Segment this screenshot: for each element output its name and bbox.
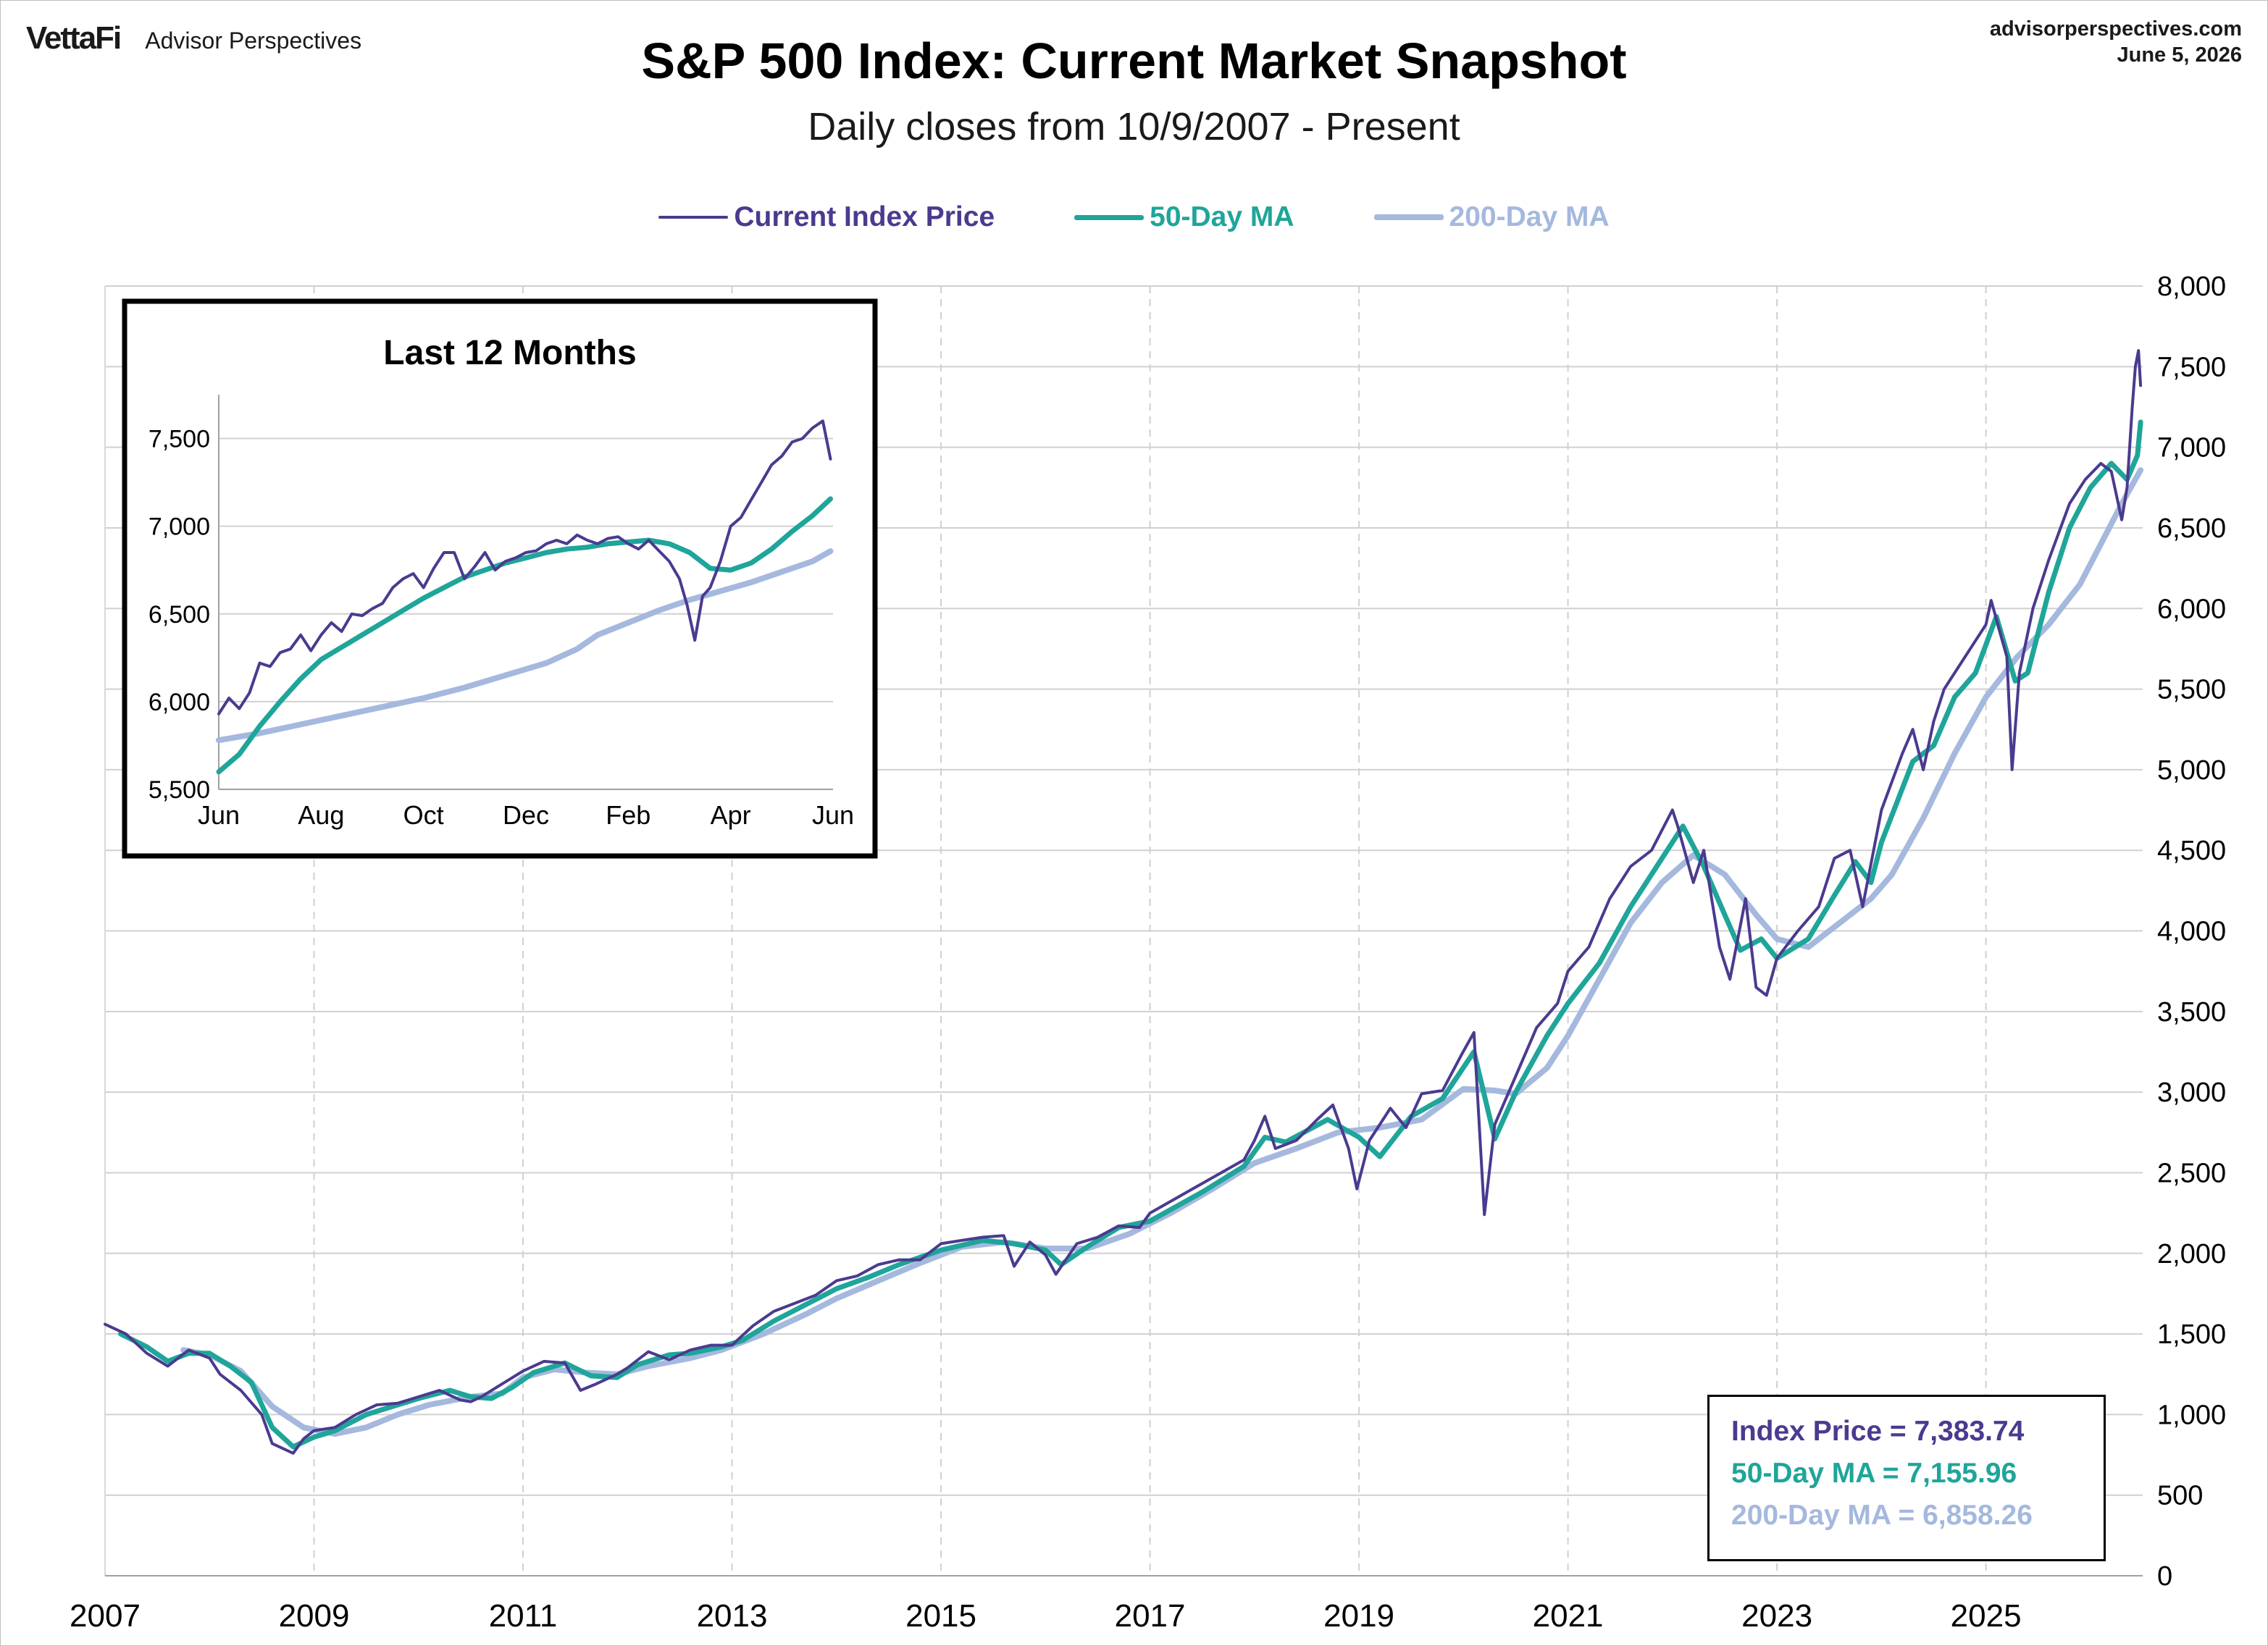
main-y-tick-label: 0	[2157, 1561, 2172, 1592]
site-info: advisorperspectives.com June 5, 2026	[1990, 16, 2242, 68]
legend-swatch-ma200	[1373, 214, 1444, 220]
legend-item-ma200: 200-Day MA	[1373, 201, 1610, 233]
inset-x-tick-label: Apr	[711, 800, 751, 830]
legend-label-ma200: 200-Day MA	[1449, 201, 1610, 232]
inset-series-price	[217, 419, 832, 715]
main-x-tick-label: 2021	[1533, 1598, 1604, 1634]
main-x-tick-label: 2013	[697, 1598, 768, 1634]
inset-x-tick-label: Dec	[503, 800, 549, 830]
legend-item-price: Current Index Price	[658, 201, 995, 233]
main-x-tick-label: 2015	[905, 1598, 976, 1634]
main-y-tick-label: 500	[2157, 1481, 2203, 1511]
current-values-box: Index Price = 7,383.74 50-Day MA = 7,155…	[1707, 1395, 2106, 1561]
brand-header: VettaFi Advisor Perspectives	[26, 20, 361, 64]
inset-series-ma200	[216, 548, 834, 744]
inset-y-tick-label: 7,500	[148, 426, 210, 453]
main-x-tick-label: 2025	[1951, 1598, 2022, 1634]
inset-y-tick-label: 6,500	[148, 601, 210, 629]
legend-swatch-price	[658, 216, 729, 219]
inset-x-tick-label: Oct	[403, 800, 444, 830]
inset-y-tick-label: 6,000	[148, 689, 210, 716]
site-date: June 5, 2026	[2117, 43, 2243, 67]
legend-item-ma50: 50-Day MA	[1074, 201, 1294, 233]
vettafi-logo: VettaFi	[26, 20, 122, 56]
inset-frame	[122, 298, 878, 859]
main-x-tick-label: 2023	[1741, 1598, 1812, 1634]
inset-x-tick-label: Feb	[606, 800, 650, 830]
value-200-day-ma: 200-Day MA = 6,858.26	[1731, 1500, 2033, 1531]
brand-name: Advisor Perspectives	[145, 28, 362, 54]
main-x-tick-label: 2009	[279, 1598, 350, 1634]
chart-subtitle: Daily closes from 10/9/2007 - Present	[808, 105, 1460, 148]
main-y-tick-label: 1,500	[2157, 1319, 2226, 1350]
site-url: advisorperspectives.com	[1989, 17, 2242, 41]
main-y-tick-label: 6,000	[2157, 594, 2226, 624]
chart-title: S&P 500 Index: Current Market Snapshot	[641, 33, 1627, 89]
inset-title: Last 12 Months	[383, 334, 636, 372]
main-axis-labels: 0 500 1,000 1,500 2,000 2,500 3,000 3,500 4,000 4…	[70, 272, 2226, 1634]
legend-swatch-ma50	[1074, 214, 1145, 220]
legend-label-ma50: 50-Day MA	[1150, 201, 1294, 232]
main-y-tick-label: 5,000	[2157, 755, 2226, 786]
inset-x-tick-label: Jun	[812, 800, 854, 830]
main-x-tick-label: 2019	[1323, 1598, 1394, 1634]
main-series-ma50	[118, 419, 2143, 1450]
main-y-tick-label: 8,000	[2157, 272, 2226, 302]
main-y-tick-label: 1,000	[2157, 1400, 2226, 1430]
inset-y-tick-label: 7,000	[148, 513, 210, 541]
main-y-tick-label: 4,000	[2157, 917, 2226, 947]
inset-x-tick-label: Jun	[198, 800, 240, 830]
inset-x-tick-label: Aug	[298, 800, 344, 830]
main-y-tick-label: 7,000	[2157, 433, 2226, 463]
main-y-tick-label: 7,500	[2157, 352, 2226, 382]
main-x-tick-label: 2007	[70, 1598, 141, 1634]
main-x-tick-label: 2011	[489, 1598, 558, 1634]
inset-series-ma50	[216, 496, 833, 775]
legend-label-price: Current Index Price	[734, 201, 995, 232]
chart-legend: Current Index Price 50-Day MA 200-Day MA	[0, 201, 2268, 233]
value-50-day-ma: 50-Day MA = 7,155.96	[1731, 1458, 2017, 1489]
main-y-tick-label: 2,500	[2157, 1158, 2226, 1188]
main-y-tick-label: 4,500	[2157, 836, 2226, 866]
main-y-tick-label: 6,500	[2157, 513, 2226, 544]
inset-y-tick-label: 5,500	[148, 776, 210, 804]
main-y-tick-label: 2,000	[2157, 1239, 2226, 1269]
main-y-tick-label: 5,500	[2157, 675, 2226, 705]
main-y-tick-label: 3,000	[2157, 1078, 2226, 1108]
value-index-price: Index Price = 7,383.74	[1731, 1416, 2025, 1447]
main-x-tick-label: 2017	[1115, 1598, 1186, 1634]
main-series-price	[104, 349, 2143, 1455]
main-y-tick-label: 3,500	[2157, 997, 2226, 1028]
main-series	[104, 349, 2144, 1455]
inset-chart: Last 12 Months 5,500 6,000 6,500 7,000 7,500 J…	[122, 298, 878, 859]
